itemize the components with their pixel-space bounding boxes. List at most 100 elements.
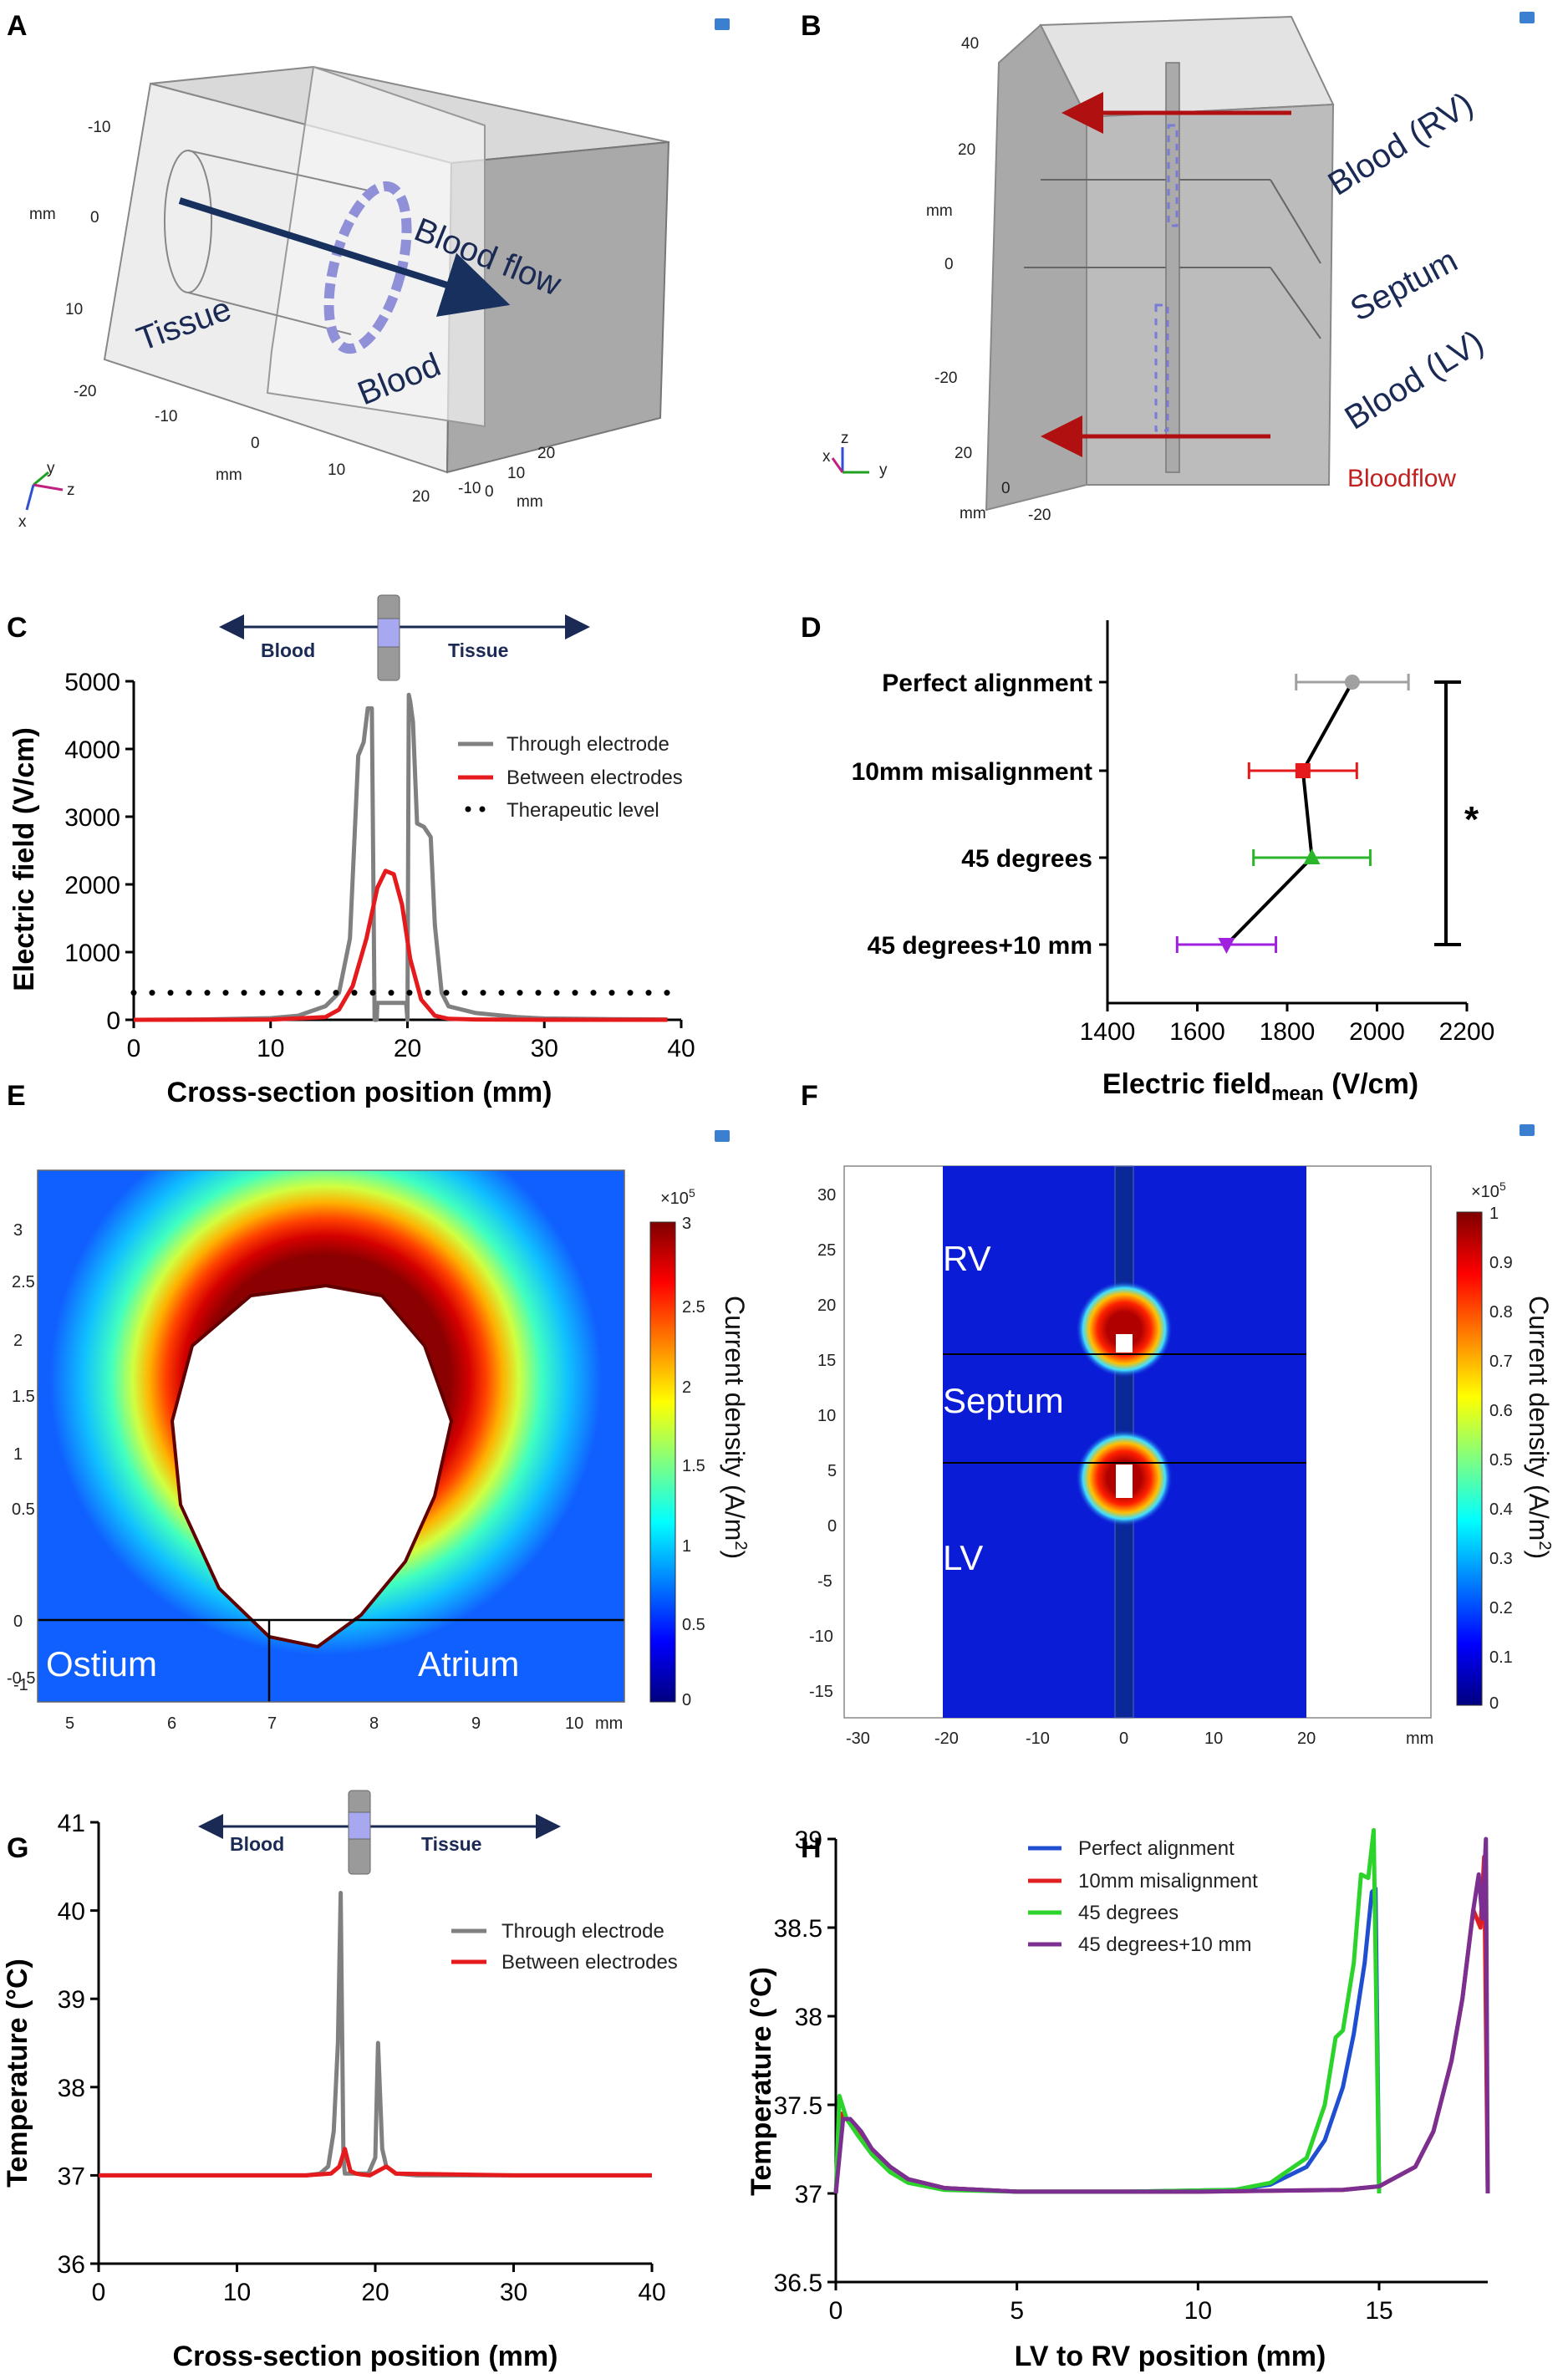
connecting-line-d <box>1224 681 1354 946</box>
y-tick-label-c-5: 5000 <box>64 669 120 696</box>
a-tick-right-3: -10 <box>458 480 481 497</box>
y-tick-label-g-2: 38 <box>58 2075 85 2102</box>
colorbar-e-exp: ×105 <box>660 1186 695 1208</box>
panel-c: C Blood Tissue 0 1000 2000 3000 4000 5000 0 10 2… <box>7 594 695 1108</box>
svg-text:0.6: 0.6 <box>1489 1402 1513 1420</box>
comsol-logo-icon-e <box>715 1130 730 1142</box>
svg-text:0.4: 0.4 <box>1489 1500 1513 1519</box>
svg-text:2: 2 <box>13 1332 23 1350</box>
svg-text:0.9: 0.9 <box>1489 1254 1513 1272</box>
svg-text:0: 0 <box>682 1691 691 1709</box>
y-tick-label-c-4: 4000 <box>64 736 120 764</box>
y-tick-label-g-1: 37 <box>58 2162 85 2190</box>
svg-text:x: x <box>822 448 831 466</box>
series-h <box>833 1827 1490 2194</box>
x-tick-label-g-2: 20 <box>361 2279 389 2306</box>
a-unit-bottom: mm <box>216 466 242 484</box>
panel-a-label: A <box>7 10 28 42</box>
svg-text:0.1: 0.1 <box>1489 1648 1513 1667</box>
electrode-lv-f <box>1116 1465 1133 1498</box>
svg-text:0.5: 0.5 <box>12 1500 35 1519</box>
lv-electrodes-b <box>1154 303 1169 432</box>
box-b-right <box>1086 103 1335 486</box>
axes-h: 36.5 37 37.5 38 38.5 39 0 5 10 15 <box>774 1826 1488 2325</box>
ring-catheter-a <box>323 181 412 354</box>
y-tick-label-g-0: 36 <box>58 2251 85 2279</box>
b-tick-left-2: 0 <box>944 256 954 273</box>
series-line-g-1 <box>99 2147 652 2178</box>
svg-text:-0.5: -0.5 <box>7 1669 35 1688</box>
electrode-rv-f <box>1116 1334 1133 1353</box>
y-tick-label-c-3: 3000 <box>64 804 120 832</box>
svg-text:0: 0 <box>827 1517 837 1536</box>
x-tick-label-d-2: 1800 <box>1260 1018 1316 1046</box>
svg-text:-1: -1 <box>13 1676 28 1694</box>
svg-text:3: 3 <box>13 1221 23 1240</box>
x-axis-label-c: Cross-section position (mm) <box>167 1077 552 1108</box>
panel-f-label: F <box>801 1080 818 1112</box>
y-tick-label-g-3: 39 <box>58 1986 85 2014</box>
svg-text:0.5: 0.5 <box>1489 1451 1513 1470</box>
axes-d: 1400 1600 1800 2000 2200 Perfect alignment 10m… <box>852 620 1494 1046</box>
series-g <box>99 1891 652 2178</box>
y-tick-label-g-4: 40 <box>58 1898 85 1926</box>
svg-text:0: 0 <box>1119 1729 1128 1748</box>
panel-f: F RV Septum LV 30 25 20 15 10 5 0 -5 -10… <box>801 1080 1554 1748</box>
svg-text:-20: -20 <box>934 1729 959 1748</box>
vessel-a <box>164 150 212 293</box>
legend-label-g-1: Between electrodes <box>501 1951 678 1974</box>
svg-text:2.5: 2.5 <box>12 1273 35 1291</box>
legend-label-c-1: Between electrodes <box>507 767 683 789</box>
box-b-top <box>1039 15 1335 119</box>
category-label-d-3: 45 degrees+10 mm <box>868 932 1092 960</box>
svg-text:30: 30 <box>817 1186 836 1205</box>
panel-e-label: E <box>7 1080 26 1112</box>
comsol-logo-icon-f <box>1520 1124 1535 1136</box>
y-ticks-e: 3 2.5 2 1.5 1 0.5 0 -0.5 -1 <box>7 1221 35 1694</box>
b-unit-bottom: mm <box>960 505 986 522</box>
x-ticks-f: -30 -20 -10 0 10 20 mm <box>846 1729 1433 1748</box>
svg-text:1: 1 <box>682 1537 691 1556</box>
svg-text:z: z <box>841 430 849 447</box>
svg-text:0.8: 0.8 <box>1489 1303 1513 1322</box>
vessel-lumen-e <box>170 1283 454 1649</box>
lv-label-f: LV <box>943 1538 983 1577</box>
legend-label-h-1: 10mm misalignment <box>1078 1870 1258 1893</box>
a-tick-left-1: 0 <box>90 209 99 227</box>
svg-text:-10: -10 <box>809 1628 833 1646</box>
blood-header-g: Blood <box>230 1833 284 1855</box>
svg-text:5: 5 <box>827 1462 837 1480</box>
b-tick-left-3: -20 <box>934 369 957 387</box>
series-line-h-3 <box>833 1836 1490 2194</box>
x-tick-label-d-3: 2000 <box>1349 1018 1405 1046</box>
svg-text:8: 8 <box>369 1714 379 1733</box>
panel-b: B Blood (RV) Septum Blood (LV) Bloodflow… <box>801 10 1535 524</box>
svg-text:25: 25 <box>817 1241 836 1260</box>
panel-e: E Ostium Atrium 3 2.5 2 1.5 1 0.5 0 -0.5… <box>7 1080 750 1733</box>
flow-arrow-a <box>178 197 511 317</box>
x-tick-label-d-1: 1600 <box>1169 1018 1225 1046</box>
svg-text:1.5: 1.5 <box>682 1457 705 1475</box>
a-tick-bottom-0: -10 <box>155 408 177 425</box>
x-tick-label-c-3: 30 <box>531 1035 558 1062</box>
y-tick-label-h-1: 37 <box>795 2181 822 2208</box>
y-axis-label-h: Temperature (°C) <box>746 1967 777 2196</box>
lv-label-b: Blood (LV) <box>1338 323 1489 437</box>
series-c <box>130 692 671 1022</box>
svg-text:20: 20 <box>1297 1729 1316 1748</box>
y-tick-label-c-2: 2000 <box>64 872 120 899</box>
rv-label-b: Blood (RV) <box>1321 85 1479 203</box>
panel-h-label: H <box>801 1832 822 1864</box>
y-ticks-f: 30 25 20 15 10 5 0 -5 -10 -15 <box>809 1186 837 1701</box>
colorbar-f-exp: ×105 <box>1471 1179 1506 1201</box>
colorbar-e-title: Current density (A/m2) <box>720 1296 750 1559</box>
a-tick-right-2: 0 <box>485 483 494 501</box>
svg-text:10: 10 <box>817 1407 836 1425</box>
data-point-d-0 <box>1344 675 1360 690</box>
legend-g: Through electrode Between electrodes <box>451 1920 678 1974</box>
series-line-c-1 <box>133 869 668 1022</box>
panel-d-label: D <box>801 612 822 644</box>
a-tick-bottom-3: 20 <box>412 488 430 506</box>
svg-text:-30: -30 <box>846 1729 870 1748</box>
